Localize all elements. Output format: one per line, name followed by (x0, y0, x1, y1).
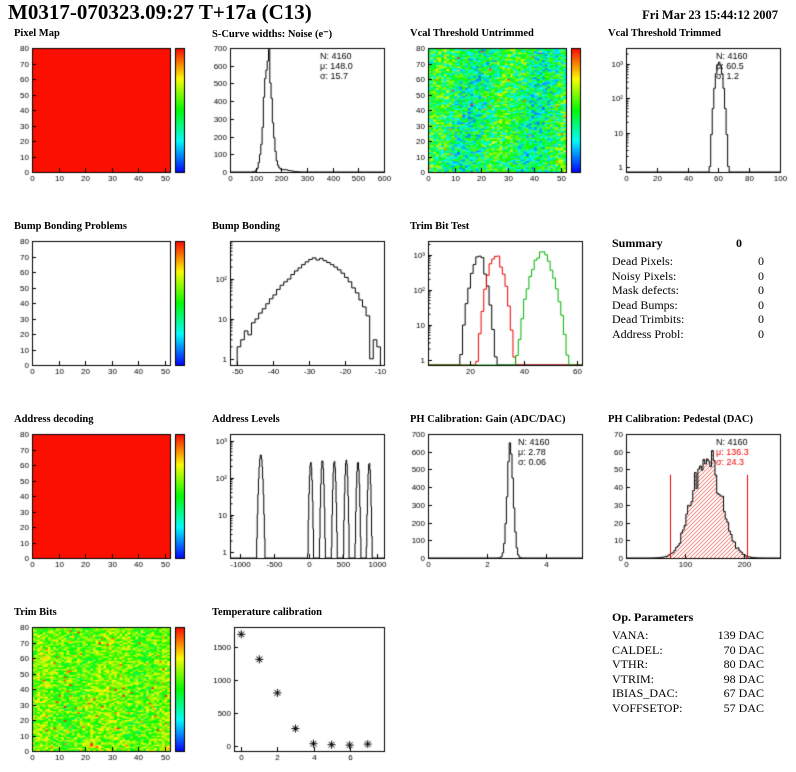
temperature-calibration-chart (202, 619, 394, 771)
ph-gain-chart (400, 426, 592, 578)
summary-row-label: Noisy Pixels: (612, 268, 677, 283)
chart-title-trim-bits: Trim Bits (14, 607, 57, 618)
panel-temperature-calibration: Temperature calibration (202, 607, 398, 772)
chart-title-ph-pedestal: PH Calibration: Pedestal (DAC) (608, 414, 753, 425)
summary-row-value: 0 (758, 297, 764, 312)
op-parameter-label: CALDEL: (612, 642, 663, 657)
chart-title-scurve-widths: S-Curve widths: Noise (e⁻) (212, 29, 333, 40)
chart-title-bump-bonding: Bump Bonding (212, 221, 280, 232)
panel-bump-bonding: Bump Bonding (202, 221, 398, 399)
summary-row-value: 0 (758, 268, 764, 283)
summary-row: Dead Trimbits: 0 (612, 312, 764, 327)
chart-title-temperature-calibration: Temperature calibration (212, 607, 322, 618)
panel-vcal-trimmed: Vcal Threshold Trimmed (598, 28, 794, 206)
panel-ph-pedestal: PH Calibration: Pedestal (DAC) (598, 414, 794, 592)
summary-row-label: Address Probl: (612, 326, 684, 341)
summary-row: Mask defects: 0 (612, 283, 764, 298)
summary-row: Dead Bumps: 0 (612, 298, 764, 313)
summary-row: Noisy Pixels: 0 (612, 269, 764, 284)
summary-row-value: 0 (758, 312, 764, 326)
chart-title-address-decoding: Address decoding (14, 414, 94, 425)
pixel-map-chart (4, 40, 196, 192)
op-parameter-row: VTHR: 80 DAC (612, 657, 764, 672)
summary-row-label: Mask defects: (612, 283, 679, 297)
panel-ph-gain: PH Calibration: Gain (ADC/DAC) (400, 414, 596, 592)
chart-title-bump-bonding-problems: Bump Bonding Problems (14, 221, 128, 232)
op-parameter-label: VOFFSETOP: (612, 700, 683, 715)
chart-title-address-levels: Address Levels (212, 414, 280, 425)
chart-title-trim-bit-test: Trim Bit Test (410, 221, 470, 232)
op-parameter-label: VTHR: (612, 657, 648, 671)
trim-bit-test-chart (400, 233, 592, 385)
summary-total: 0 (736, 236, 742, 250)
summary-row-label: Dead Bumps: (612, 297, 678, 312)
panel-scurve-widths: S-Curve widths: Noise (e⁻) (202, 28, 398, 206)
op-parameters-heading-row: Op. Parameters (612, 610, 764, 625)
panel-pixel-map: Pixel Map (4, 28, 200, 206)
bump-bonding-problems-chart (4, 233, 196, 385)
op-parameter-row: VANA: 139 DAC (612, 628, 764, 643)
op-parameter-label: VTRIM: (612, 671, 654, 686)
panel-trim-bits: Trim Bits (4, 607, 200, 772)
op-parameter-value: 139 DAC (717, 628, 764, 642)
summary-panel: Summary 0 Dead Pixels: 0 Noisy Pixels: 0 M… (612, 236, 764, 341)
op-parameter-label: IBIAS_DAC: (612, 686, 679, 700)
chart-title-ph-gain: PH Calibration: Gain (ADC/DAC) (410, 414, 566, 425)
summary-heading-row: Summary 0 (612, 236, 764, 251)
chart-title-pixel-map: Pixel Map (14, 28, 60, 39)
summary-row: Address Probl: 0 (612, 327, 764, 342)
summary-heading: Summary (612, 236, 663, 250)
summary-row: Dead Pixels: 0 (612, 254, 764, 269)
op-parameters-panel: Op. Parameters VANA: 139 DAC CALDEL: 70 DA… (612, 610, 764, 715)
op-parameters-heading: Op. Parameters (612, 610, 694, 624)
summary-row-label: Dead Trimbits: (612, 312, 685, 326)
op-parameter-value: 70 DAC (723, 642, 764, 657)
panel-trim-bit-test: Trim Bit Test (400, 221, 596, 399)
address-levels-chart (202, 426, 394, 578)
panel-bump-bonding-problems: Bump Bonding Problems (4, 221, 200, 399)
op-parameter-value: 98 DAC (723, 671, 764, 686)
op-parameter-value: 67 DAC (723, 686, 764, 700)
summary-row-value: 0 (758, 254, 764, 268)
panel-address-levels: Address Levels (202, 414, 398, 592)
op-parameter-label: VANA: (612, 628, 649, 642)
panel-address-decoding: Address decoding (4, 414, 200, 592)
ph-pedestal-chart (598, 426, 790, 578)
op-parameter-row: IBIAS_DAC: 67 DAC (612, 686, 764, 701)
op-parameter-value: 57 DAC (723, 700, 764, 715)
op-parameter-value: 80 DAC (723, 657, 764, 671)
summary-row-label: Dead Pixels: (612, 254, 673, 268)
op-parameter-row: VTRIM: 98 DAC (612, 672, 764, 687)
op-parameter-row: VOFFSETOP: 57 DAC (612, 701, 764, 716)
scurve-widths-chart (202, 40, 394, 192)
panel-vcal-untrimmed: Vcal Threshold Untrimmed (400, 28, 596, 206)
page-title: M0317-070323.09:27 T+17a (C13) (8, 0, 312, 24)
trim-bits-chart (4, 619, 196, 771)
op-parameter-row: CALDEL: 70 DAC (612, 643, 764, 658)
chart-title-vcal-untrimmed: Vcal Threshold Untrimmed (410, 28, 534, 39)
page-datetime: Fri Mar 23 15:44:12 2007 (642, 8, 778, 22)
bump-bonding-chart (202, 233, 394, 385)
chart-title-vcal-trimmed: Vcal Threshold Trimmed (608, 28, 721, 39)
summary-row-value: 0 (758, 283, 764, 297)
vcal-untrimmed-chart (400, 40, 592, 192)
address-decoding-chart (4, 426, 196, 578)
summary-row-value: 0 (758, 326, 764, 341)
vcal-trimmed-chart (598, 40, 790, 192)
